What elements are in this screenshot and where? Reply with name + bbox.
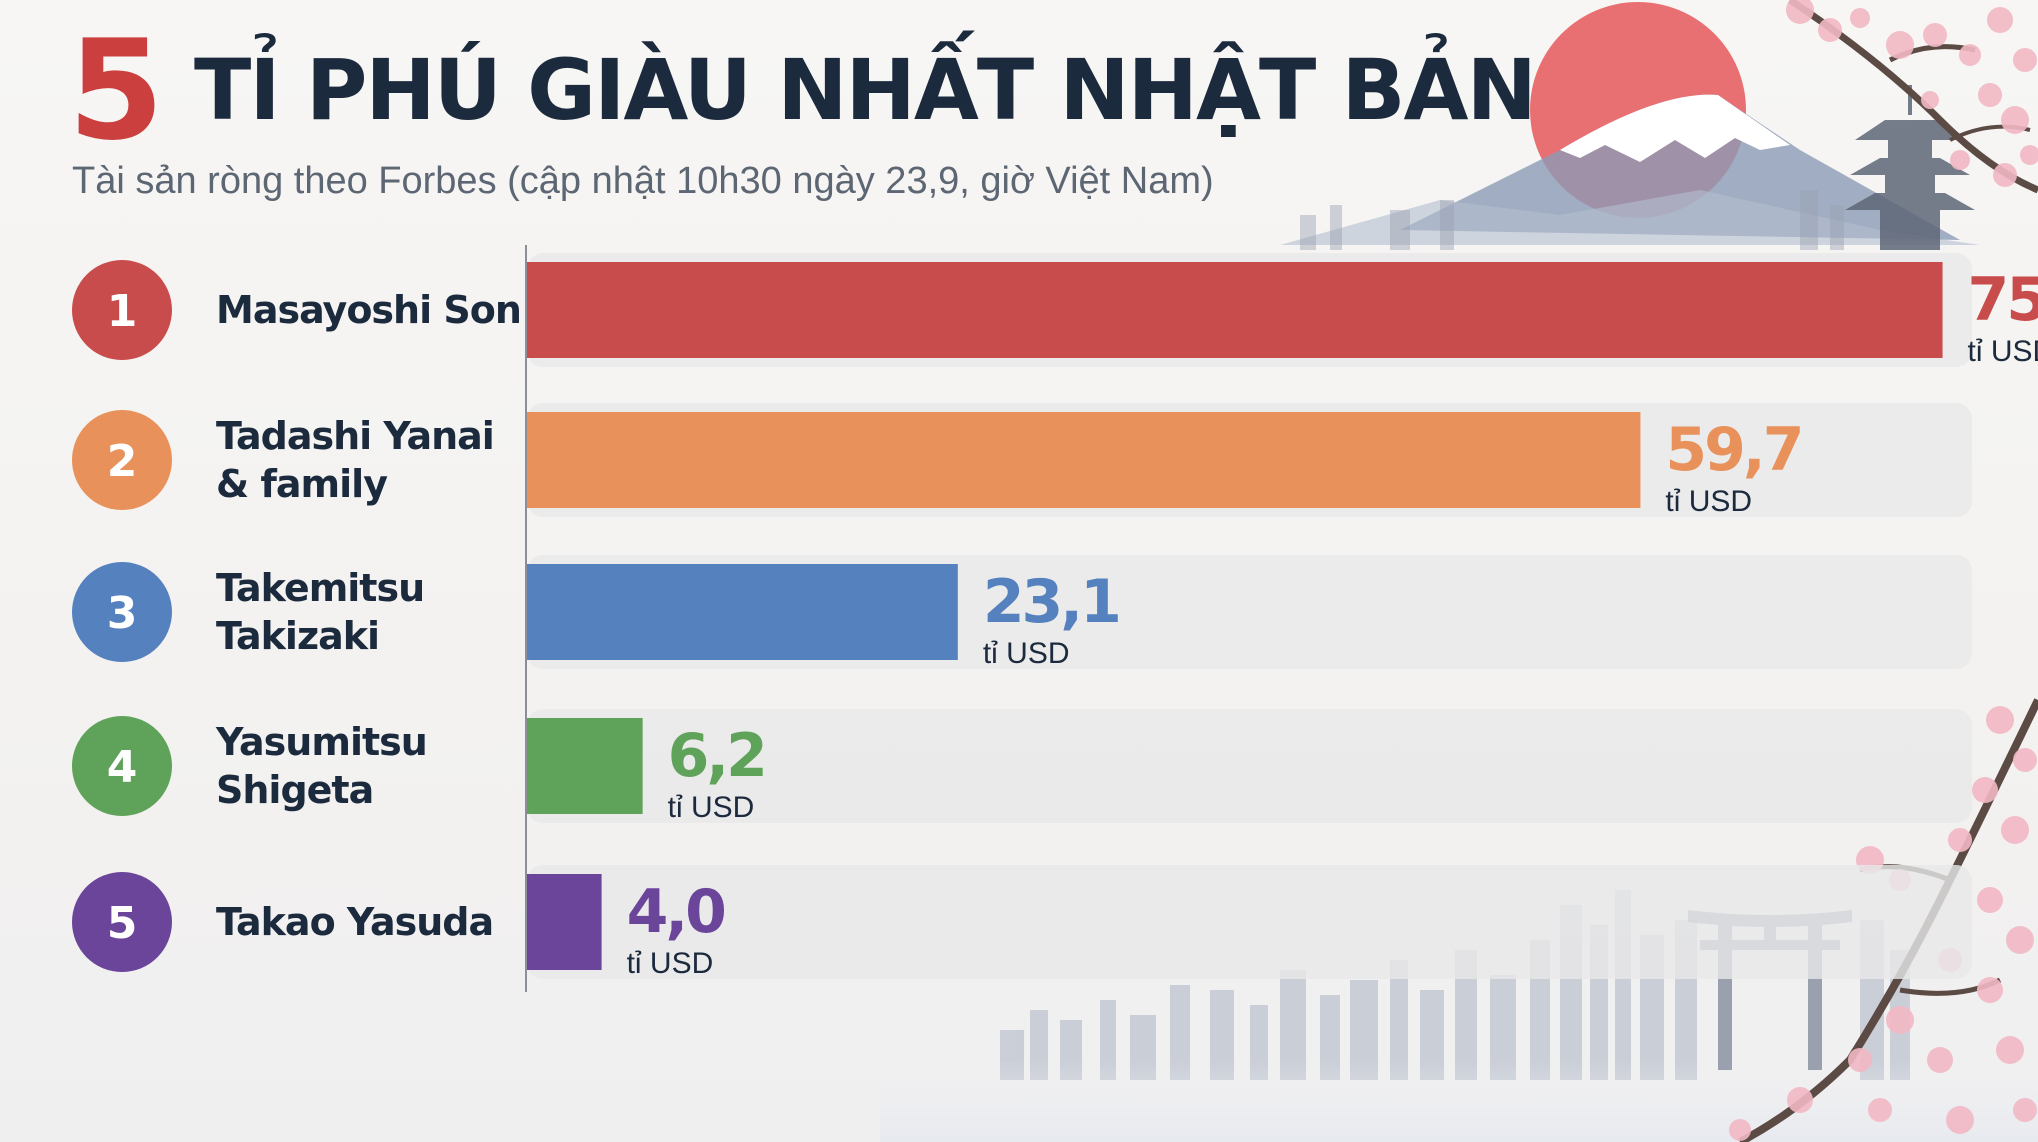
city-skyline-icon (1300, 190, 1844, 250)
chart-subtitle: Tài sản ròng theo Forbes (cập nhật 10h30… (72, 160, 1214, 202)
value-label: 59,7 (1665, 415, 1801, 485)
unit-label: tỉ USD (668, 791, 755, 824)
billionaire-name: & family (216, 462, 388, 506)
rank-badge (72, 410, 172, 510)
unit-label: tỉ USD (627, 947, 714, 980)
rank-badge (72, 716, 172, 816)
bar-track (527, 865, 1972, 979)
rank-number: 5 (107, 898, 138, 949)
billionaire-name: Takemitsu (216, 566, 424, 610)
pagoda-icon (1845, 85, 1975, 250)
value-label: 4,0 (627, 877, 725, 947)
value-label: 75,9 (1968, 265, 2038, 335)
title-text: TỈ PHÚ GIÀU NHẤT NHẬT BẢN (194, 41, 1537, 139)
bar (527, 412, 1641, 508)
page-title: 5 TỈ PHÚ GIÀU NHẤT NHẬT BẢN (68, 10, 1537, 171)
cherry-blossom-icon (1729, 698, 2038, 1142)
title-number: 5 (68, 9, 164, 171)
billionaire-name: Yasumitsu (215, 720, 427, 764)
rank-number: 2 (107, 436, 138, 487)
billionaire-name: Takizaki (216, 614, 379, 658)
billionaire-name: Shigeta (216, 768, 373, 812)
mount-fuji-icon (1280, 94, 1980, 245)
bar (527, 874, 602, 970)
rank-number: 1 (107, 286, 138, 337)
bar (527, 564, 958, 660)
billionaire-name: Takao Yasuda (216, 900, 493, 944)
value-label: 6,2 (668, 721, 765, 791)
unit-label: tỉ USD (1665, 485, 1752, 518)
rank-number: 4 (107, 742, 138, 793)
unit-label: tỉ USD (1968, 335, 2038, 368)
bar (527, 718, 643, 814)
value-label: 23,1 (983, 567, 1119, 637)
rank-badge (72, 872, 172, 972)
rank-badge (72, 260, 172, 360)
billionaire-name: Tadashi Yanai (216, 414, 494, 458)
cherry-blossom-icon (1786, 0, 2038, 194)
billionaire-name: Masayoshi Son (216, 288, 521, 332)
unit-label: tỉ USD (983, 637, 1070, 670)
rank-badge (72, 562, 172, 662)
bar-track (527, 709, 1972, 823)
rank-number: 3 (107, 588, 138, 639)
bar (527, 262, 1943, 358)
